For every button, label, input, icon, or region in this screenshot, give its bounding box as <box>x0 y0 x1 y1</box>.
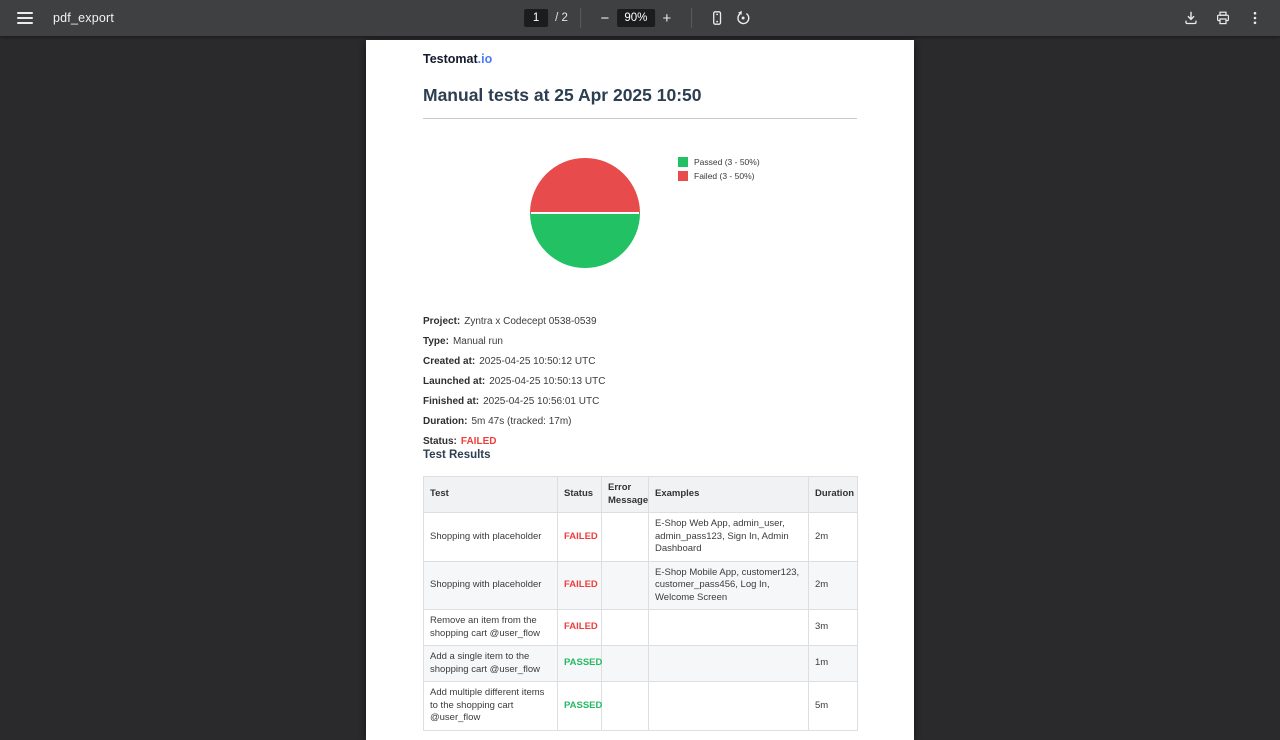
cell-duration: 2m <box>808 560 858 610</box>
cell-error <box>601 681 649 731</box>
print-icon <box>1216 11 1230 25</box>
legend-label: Failed (3 - 50%) <box>694 171 755 181</box>
cell-error <box>601 512 649 562</box>
report-title: Manual tests at 25 Apr 2025 10:50 <box>423 85 702 105</box>
test-results-heading: Test Results <box>423 449 491 461</box>
detail-created-at: Created at: 2025-04-25 10:50:12 UTC <box>423 355 596 367</box>
run-details: Project: Zyntra x Codecept 0538-0539 Typ… <box>423 311 857 451</box>
table-row: Shopping with placeholder FAILED E-Shop … <box>423 560 858 610</box>
pie-chart <box>530 158 640 268</box>
download-icon <box>1185 11 1197 25</box>
cell-status: FAILED <box>557 609 602 646</box>
col-examples: Examples <box>648 476 809 513</box>
table-row: Remove an item from the shopping cart @u… <box>423 609 858 646</box>
logo-suffix: .io <box>477 52 493 66</box>
failed-swatch-icon <box>678 171 688 181</box>
cell-status: PASSED <box>557 645 602 682</box>
detail-finished-at: Finished at: 2025-04-25 10:56:01 UTC <box>423 395 600 407</box>
test-results-table: Test Status Error Message Examples Durat… <box>423 476 858 731</box>
page-count-label: / 2 <box>555 12 568 24</box>
rotate-ccw-icon <box>737 10 750 25</box>
testomat-logo: Testomat.io <box>423 52 492 66</box>
cell-status: FAILED <box>557 560 602 610</box>
cell-test: Add multiple different items to the shop… <box>423 681 558 731</box>
col-test: Test <box>423 476 558 513</box>
cell-test: Add a single item to the shopping cart @… <box>423 645 558 682</box>
toolbar-separator <box>690 8 692 28</box>
zoom-out-button[interactable]: − <box>593 5 617 31</box>
cell-status: FAILED <box>557 512 602 562</box>
hamburger-icon <box>17 12 33 24</box>
pdf-page-1: Testomat.io Manual tests at 25 Apr 2025 … <box>366 40 914 740</box>
cell-examples <box>648 645 809 682</box>
legend-item-passed: Passed (3 - 50%) <box>678 157 760 167</box>
cell-test: Remove an item from the shopping cart @u… <box>423 609 558 646</box>
legend-label: Passed (3 - 50%) <box>694 157 760 167</box>
table-header-row: Test Status Error Message Examples Durat… <box>423 476 858 513</box>
table-row: Add multiple different items to the shop… <box>423 681 858 731</box>
detail-project: Project: Zyntra x Codecept 0538-0539 <box>423 315 597 327</box>
cell-test: Shopping with placeholder <box>423 512 558 562</box>
fit-page-icon <box>712 11 721 25</box>
chart-legend: Passed (3 - 50%) Failed (3 - 50%) <box>678 157 760 185</box>
cell-error <box>601 645 649 682</box>
cell-examples: E-Shop Mobile App, customer123, customer… <box>648 560 809 610</box>
document-title: pdf_export <box>53 11 115 25</box>
cell-test: Shopping with placeholder <box>423 560 558 610</box>
status-badge: FAILED <box>460 435 497 447</box>
table-row: Shopping with placeholder FAILED E-Shop … <box>423 512 858 562</box>
kebab-menu-icon <box>1253 11 1257 25</box>
download-button[interactable] <box>1178 5 1204 31</box>
pdf-viewer-canvas[interactable]: Testomat.io Manual tests at 25 Apr 2025 … <box>0 36 1280 740</box>
col-duration: Duration <box>808 476 858 513</box>
fit-page-button[interactable] <box>704 5 730 31</box>
cell-duration: 5m <box>808 681 858 731</box>
detail-launched-at: Launched at: 2025-04-25 10:50:13 UTC <box>423 375 606 387</box>
table-row: Add a single item to the shopping cart @… <box>423 645 858 682</box>
menu-icon[interactable] <box>12 5 38 31</box>
passed-swatch-icon <box>678 157 688 167</box>
pdf-viewer-toolbar: pdf_export / 2 − 90% + <box>0 0 1280 36</box>
col-error-message: Error Message <box>601 476 649 513</box>
detail-status: Status: FAILED <box>423 435 497 447</box>
cell-examples: E-Shop Web App, admin_user, admin_pass12… <box>648 512 809 562</box>
cell-examples <box>648 681 809 731</box>
pie-slice-border <box>531 212 639 214</box>
more-options-button[interactable] <box>1242 5 1268 31</box>
rotate-button[interactable] <box>730 5 756 31</box>
cell-duration: 1m <box>808 645 858 682</box>
cell-error <box>601 609 649 646</box>
logo-brand: Testomat <box>423 52 478 66</box>
col-status: Status <box>557 476 602 513</box>
cell-duration: 2m <box>808 512 858 562</box>
toolbar-separator <box>579 8 581 28</box>
cell-status: PASSED <box>557 681 602 731</box>
title-divider <box>423 118 857 119</box>
cell-error <box>601 560 649 610</box>
print-button[interactable] <box>1210 5 1236 31</box>
detail-duration: Duration: 5m 47s (tracked: 17m) <box>423 415 572 427</box>
detail-type: Type: Manual run <box>423 335 503 347</box>
cell-duration: 3m <box>808 609 858 646</box>
page-number-input[interactable] <box>524 9 549 27</box>
zoom-in-button[interactable]: + <box>655 5 679 31</box>
cell-examples <box>648 609 809 646</box>
zoom-level-value[interactable]: 90% <box>616 9 655 27</box>
legend-item-failed: Failed (3 - 50%) <box>678 171 760 181</box>
